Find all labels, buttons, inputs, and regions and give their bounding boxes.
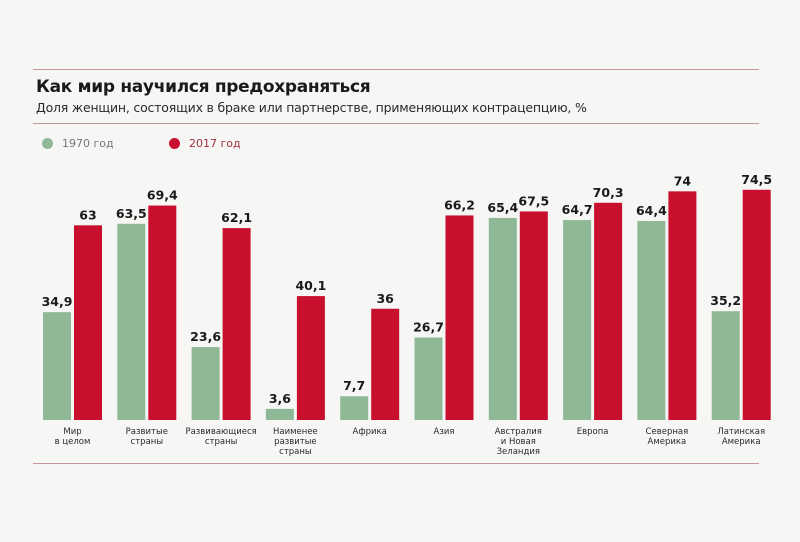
bar-2017 xyxy=(222,228,251,420)
legend-label-2017: 2017 год xyxy=(189,137,241,150)
data-label-2017: 36 xyxy=(376,291,394,306)
category-label: Америка xyxy=(722,437,761,447)
category-label: Австралия xyxy=(495,427,542,437)
legend-item-1970: 1970 год xyxy=(42,137,114,150)
bar-2017 xyxy=(296,296,325,420)
data-label-1970: 23,6 xyxy=(190,329,221,344)
bar-1970 xyxy=(191,347,220,420)
bar-1970 xyxy=(414,337,443,420)
bar-1970 xyxy=(340,396,369,420)
data-label-1970: 3,6 xyxy=(269,391,291,406)
data-label-2017: 74,5 xyxy=(741,172,772,187)
data-label-2017: 63 xyxy=(79,207,96,222)
category-label: Зеландия xyxy=(497,447,540,457)
bar-2017 xyxy=(148,205,177,420)
category-label: Европа xyxy=(577,427,609,437)
data-label-2017: 67,5 xyxy=(518,193,549,208)
category-label: Развитые xyxy=(126,427,168,437)
bar-2017 xyxy=(445,215,474,420)
data-label-1970: 64,7 xyxy=(562,202,593,217)
bar-2017 xyxy=(371,308,400,420)
data-label-2017: 74 xyxy=(674,173,692,188)
data-label-2017: 62,1 xyxy=(221,210,252,225)
category-label: Америка xyxy=(648,437,687,447)
category-label: Мир xyxy=(63,427,81,437)
bar-2017 xyxy=(668,191,697,420)
header-rule xyxy=(33,123,759,124)
legend-swatch-2017 xyxy=(169,138,180,149)
category-label: развитые xyxy=(274,437,317,447)
category-label: в целом xyxy=(55,437,91,447)
bar-2017 xyxy=(742,189,771,420)
bar-1970 xyxy=(43,312,71,420)
top-rule xyxy=(33,69,759,70)
data-label-1970: 26,7 xyxy=(413,319,444,334)
data-label-2017: 66,2 xyxy=(444,197,475,212)
data-label-2017: 69,4 xyxy=(147,188,178,203)
data-label-2017: 40,1 xyxy=(295,278,326,293)
category-label: страны xyxy=(131,437,164,447)
category-label: страны xyxy=(205,437,238,447)
bar-2017 xyxy=(594,202,623,420)
category-label: Северная xyxy=(646,427,689,437)
category-label: Наименее xyxy=(273,427,318,437)
bar-1970 xyxy=(265,408,294,420)
category-label: Развивающиеся xyxy=(185,427,256,437)
bar-2017 xyxy=(519,211,548,420)
bar-1970 xyxy=(488,217,517,420)
data-label-1970: 63,5 xyxy=(116,206,147,221)
category-label: и Новая xyxy=(501,437,536,447)
bar-1970 xyxy=(711,311,740,420)
data-label-2017: 70,3 xyxy=(593,185,624,200)
bar-1970 xyxy=(117,223,146,420)
category-label: Латинская xyxy=(717,427,765,437)
bar-1970 xyxy=(637,221,666,420)
legend-item-2017: 2017 год xyxy=(169,137,241,150)
legend-swatch-1970 xyxy=(42,138,53,149)
category-label: страны xyxy=(279,447,312,457)
category-label: Африка xyxy=(353,427,387,437)
data-label-1970: 64,4 xyxy=(636,203,667,218)
bar-2017 xyxy=(74,225,102,420)
legend-label-1970: 1970 год xyxy=(62,137,114,150)
chart-subtitle: Доля женщин, состоящих в браке или партн… xyxy=(36,100,587,115)
data-label-1970: 7,7 xyxy=(343,378,365,393)
bar-1970 xyxy=(563,220,592,420)
data-label-1970: 65,4 xyxy=(487,200,518,215)
data-label-1970: 35,2 xyxy=(710,293,741,308)
category-label: Азия xyxy=(434,427,455,437)
chart-title: Как мир научился предохраняться xyxy=(36,77,371,97)
bottom-rule xyxy=(33,463,759,464)
data-label-1970: 34,9 xyxy=(42,294,73,309)
